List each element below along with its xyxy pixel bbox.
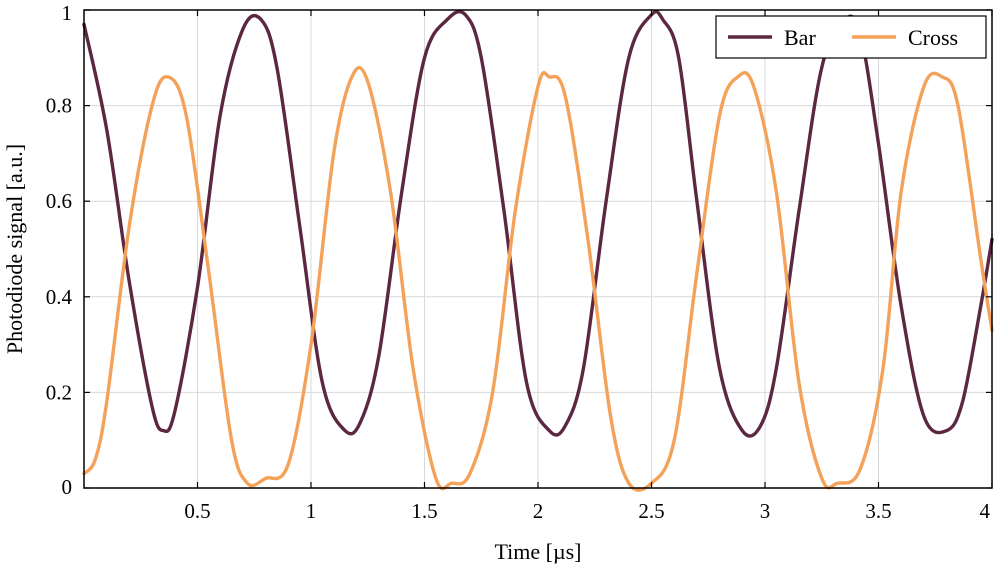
y-axis-title: Photodiode signal [a.u.] bbox=[2, 144, 27, 354]
x-tick-label: 1 bbox=[306, 499, 317, 523]
y-tick-label: 1 bbox=[62, 1, 73, 25]
grid bbox=[84, 10, 992, 488]
legend: Bar Cross bbox=[715, 15, 987, 59]
x-tick-label: 2.5 bbox=[638, 499, 664, 523]
x-tick-label: 1.5 bbox=[411, 499, 437, 523]
x-tick-label: 3.5 bbox=[865, 499, 891, 523]
legend-label-cross: Cross bbox=[908, 25, 958, 50]
x-tick-label: 3 bbox=[760, 499, 771, 523]
x-tick-label: 4 bbox=[980, 499, 991, 523]
x-tick-labels: 0.5 1 1.5 2 2.5 3 3.5 4 bbox=[184, 499, 990, 523]
y-tick-label: 0.8 bbox=[46, 94, 72, 118]
y-tick-label: 0.4 bbox=[46, 285, 73, 309]
x-tick-label: 0.5 bbox=[184, 499, 210, 523]
y-tick-label: 0 bbox=[62, 475, 73, 499]
y-tick-label: 0.2 bbox=[46, 380, 72, 404]
y-tick-label: 0.6 bbox=[46, 189, 72, 213]
x-tick-label: 2 bbox=[533, 499, 544, 523]
y-tick-labels: 0 0.2 0.4 0.6 0.8 1 bbox=[46, 1, 73, 499]
legend-label-bar: Bar bbox=[784, 25, 816, 50]
series-line-cross bbox=[82, 65, 994, 492]
ticks bbox=[84, 9, 993, 489]
x-axis-title: Time [µs] bbox=[494, 539, 581, 564]
